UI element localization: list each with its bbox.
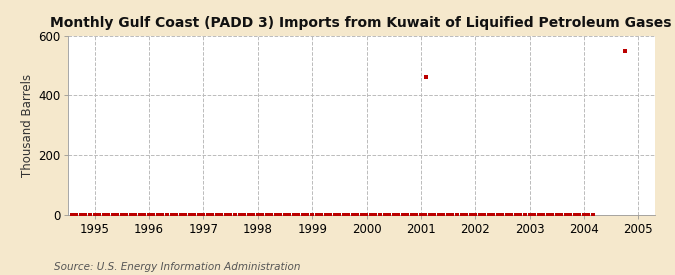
Text: Source: U.S. Energy Information Administration: Source: U.S. Energy Information Administ… <box>54 262 300 272</box>
Title: Monthly Gulf Coast (PADD 3) Imports from Kuwait of Liquified Petroleum Gases: Monthly Gulf Coast (PADD 3) Imports from… <box>51 16 672 31</box>
Y-axis label: Thousand Barrels: Thousand Barrels <box>21 73 34 177</box>
